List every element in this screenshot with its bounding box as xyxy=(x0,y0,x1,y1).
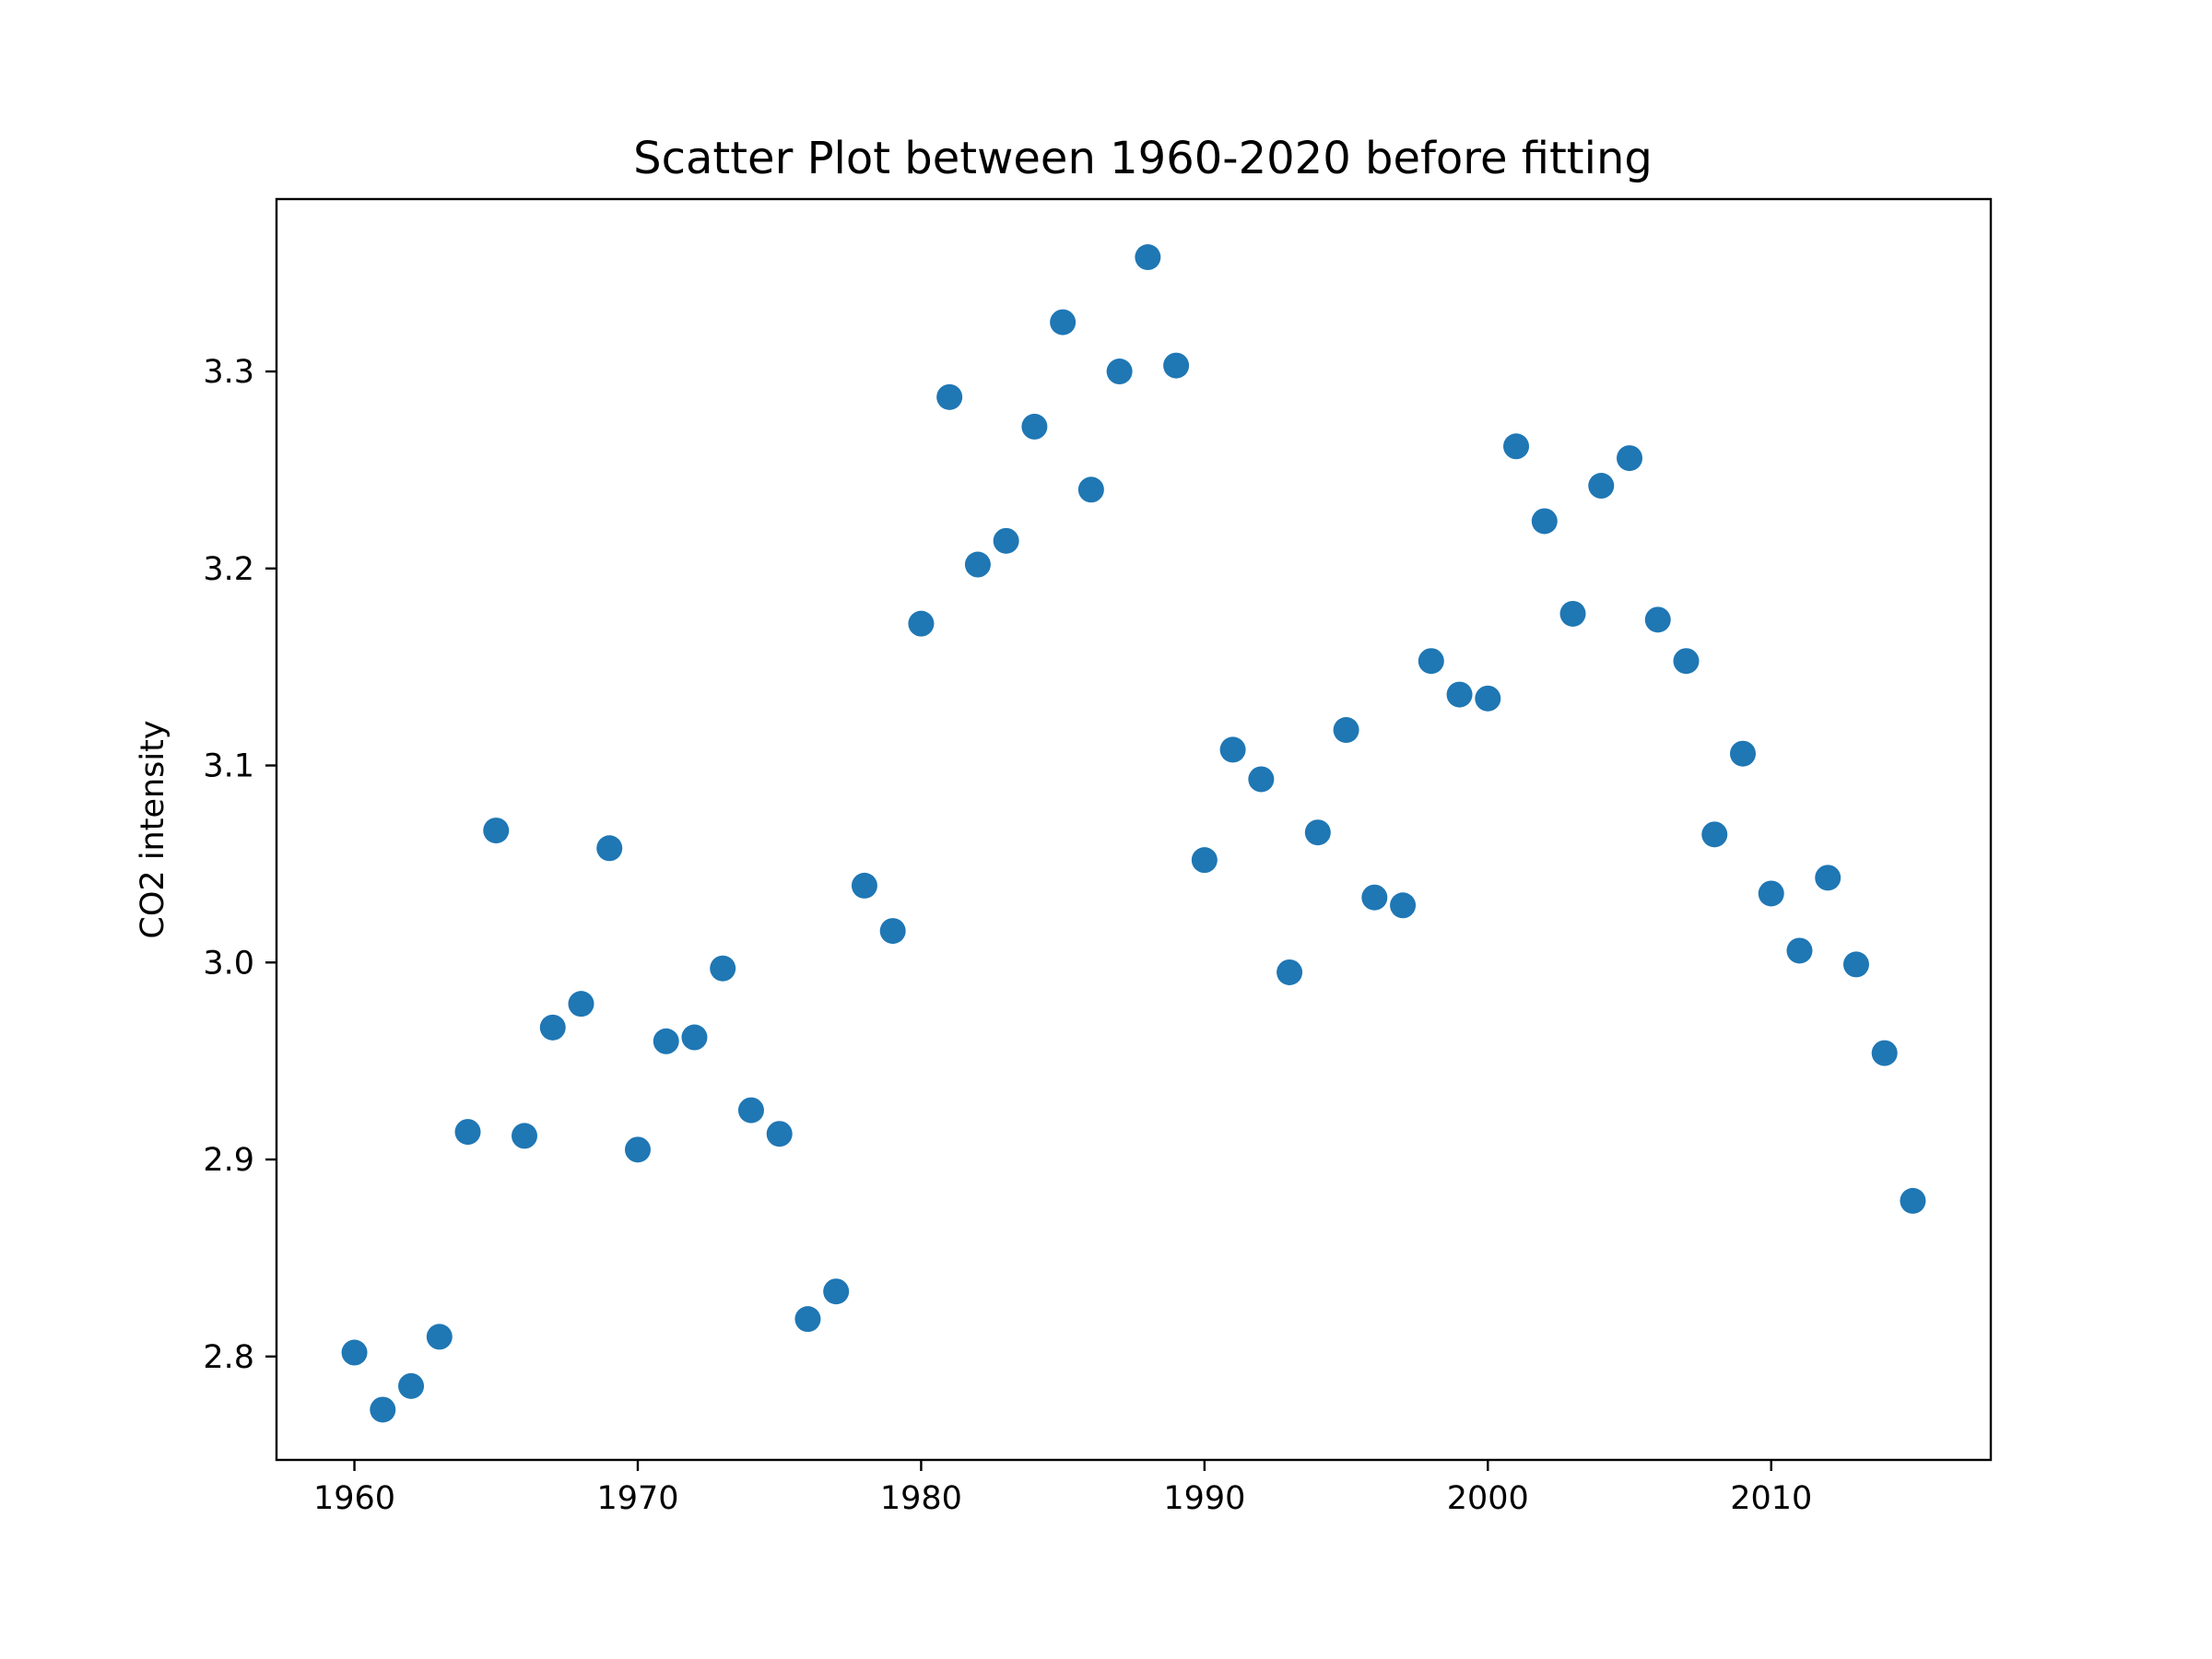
data-point xyxy=(823,1278,850,1305)
data-point xyxy=(964,551,991,578)
data-point xyxy=(1900,1187,1926,1214)
data-point xyxy=(1219,736,1246,763)
data-point xyxy=(341,1339,368,1366)
chart-title: Scatter Plot between 1960-2020 before fi… xyxy=(633,133,1653,184)
y-tick-label: 3.3 xyxy=(203,354,254,391)
data-point xyxy=(710,955,736,982)
data-point xyxy=(1559,600,1586,627)
data-point xyxy=(1644,606,1671,633)
data-point xyxy=(370,1396,396,1423)
data-point xyxy=(794,1306,821,1333)
data-point xyxy=(936,383,963,410)
data-point xyxy=(681,1024,708,1051)
x-axis: 1960 1970 1980 1990 2000 2010 xyxy=(313,1460,1812,1517)
x-tick-label: 2000 xyxy=(1447,1480,1529,1517)
y-tick-label: 2.9 xyxy=(203,1142,254,1179)
x-tick-label: 2010 xyxy=(1730,1480,1812,1517)
data-point xyxy=(1390,892,1417,919)
x-tick-label: 1960 xyxy=(313,1480,395,1517)
data-point xyxy=(1786,937,1813,964)
data-point xyxy=(1758,880,1784,907)
data-point xyxy=(1446,681,1473,708)
x-tick-label: 1990 xyxy=(1163,1480,1245,1517)
data-point xyxy=(1163,352,1190,379)
data-point xyxy=(1277,959,1303,985)
x-tick-label: 1980 xyxy=(880,1480,962,1517)
data-point xyxy=(568,991,594,1018)
data-point xyxy=(851,872,877,899)
data-point xyxy=(1729,740,1756,767)
data-point xyxy=(1475,685,1501,712)
data-point xyxy=(993,527,1019,554)
data-point xyxy=(879,918,906,945)
data-point xyxy=(1021,413,1048,440)
data-point xyxy=(1333,717,1359,744)
data-point xyxy=(1673,648,1700,675)
data-point xyxy=(454,1119,481,1146)
data-point xyxy=(1871,1040,1898,1066)
data-point xyxy=(1701,821,1728,848)
y-tick-label: 3.0 xyxy=(203,945,254,982)
data-point xyxy=(766,1121,793,1147)
data-point xyxy=(1418,648,1444,675)
y-tick-label: 3.2 xyxy=(203,551,254,588)
data-point xyxy=(908,610,935,637)
data-point xyxy=(1815,865,1841,891)
data-point xyxy=(483,818,510,844)
data-point xyxy=(1050,309,1077,335)
x-tick-label: 1970 xyxy=(596,1480,678,1517)
data-point xyxy=(1531,508,1558,535)
data-points xyxy=(341,244,1926,1423)
data-point xyxy=(1361,884,1388,911)
data-point xyxy=(539,1014,566,1041)
data-point xyxy=(1135,244,1161,271)
y-tick-label: 2.8 xyxy=(203,1339,254,1376)
data-point xyxy=(1077,477,1104,503)
data-point xyxy=(624,1136,651,1163)
y-axis: 2.8 2.9 3.0 3.1 3.2 3.3 xyxy=(203,354,276,1376)
plot-frame xyxy=(275,197,1993,1462)
data-point xyxy=(512,1123,538,1149)
data-point xyxy=(426,1324,453,1350)
data-point xyxy=(1842,951,1869,978)
data-point xyxy=(1248,766,1275,793)
data-point xyxy=(1617,445,1643,472)
data-point xyxy=(398,1372,425,1399)
y-axis-label: CO2 intensity xyxy=(135,720,171,938)
data-point xyxy=(737,1097,764,1124)
data-point xyxy=(1191,847,1218,874)
data-point xyxy=(1304,819,1331,846)
data-point xyxy=(1503,433,1530,460)
data-point xyxy=(1588,473,1615,500)
data-point xyxy=(653,1028,679,1054)
data-point xyxy=(1106,359,1133,385)
y-tick-label: 3.1 xyxy=(203,748,254,785)
data-point xyxy=(596,835,623,862)
